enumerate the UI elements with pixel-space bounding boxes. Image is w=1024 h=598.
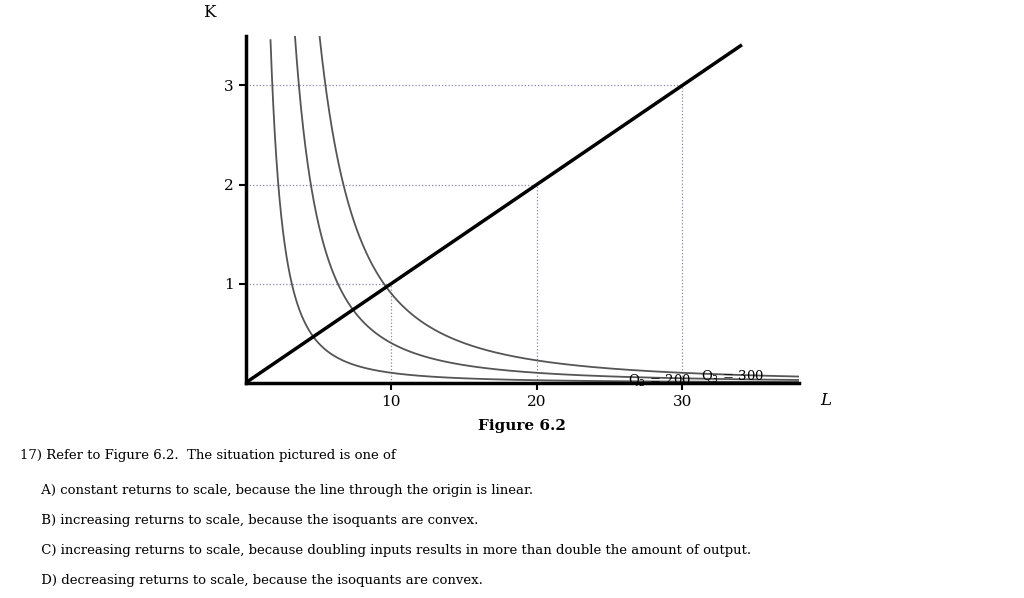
Text: Q$_3$ = 300: Q$_3$ = 300 (701, 370, 764, 386)
Text: Q$_2$ = 200: Q$_2$ = 200 (629, 373, 691, 389)
Text: C) increasing returns to scale, because doubling inputs results in more than dou: C) increasing returns to scale, because … (20, 544, 752, 557)
Text: B) increasing returns to scale, because the isoquants are convex.: B) increasing returns to scale, because … (20, 514, 479, 527)
Text: K: K (203, 4, 216, 21)
Text: L: L (820, 392, 831, 409)
Text: Figure 6.2: Figure 6.2 (478, 419, 566, 432)
Text: A) constant returns to scale, because the line through the origin is linear.: A) constant returns to scale, because th… (20, 484, 534, 498)
Text: D) decreasing returns to scale, because the isoquants are convex.: D) decreasing returns to scale, because … (20, 574, 483, 587)
Text: 17) Refer to Figure 6.2.  The situation pictured is one of: 17) Refer to Figure 6.2. The situation p… (20, 448, 396, 462)
